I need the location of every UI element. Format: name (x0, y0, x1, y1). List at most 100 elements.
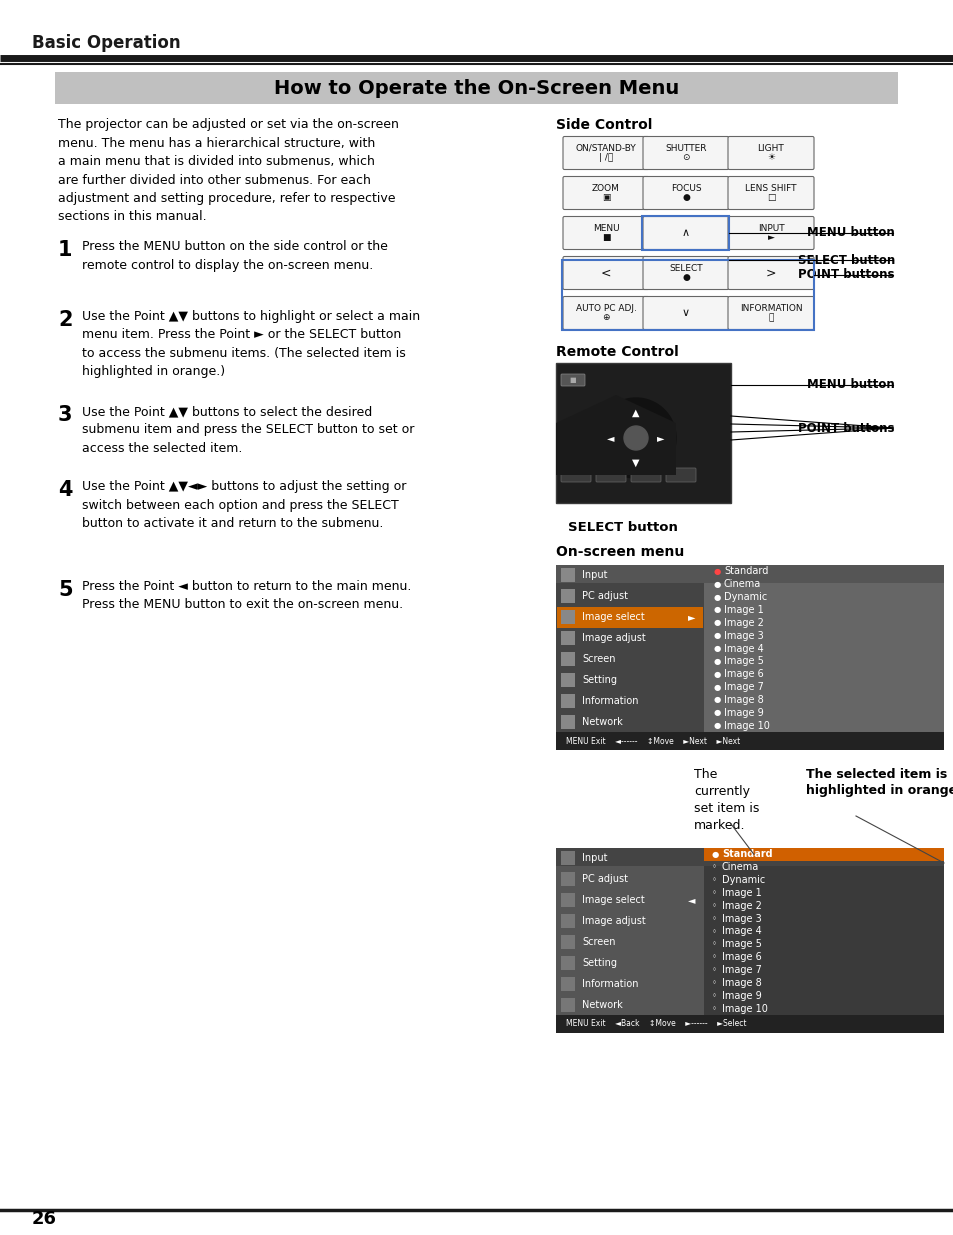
Bar (560, 851, 575, 866)
Text: LENS SHIFT
□: LENS SHIFT □ (744, 184, 796, 203)
Text: ON/STAND-BY
| /⏻: ON/STAND-BY | /⏻ (575, 143, 636, 162)
Text: ◦: ◦ (711, 902, 717, 910)
Text: Image 10: Image 10 (721, 1004, 767, 1014)
FancyBboxPatch shape (596, 468, 625, 482)
Text: ■: ■ (569, 377, 576, 383)
Bar (55, 72, 897, 104)
Bar (556, 564, 943, 750)
Bar (560, 998, 575, 1011)
Text: Image 4: Image 4 (721, 926, 760, 936)
Text: Input: Input (581, 853, 607, 863)
FancyBboxPatch shape (727, 177, 813, 210)
Bar (560, 652, 575, 666)
Text: Cinema: Cinema (721, 862, 759, 872)
Text: Press the Point ◄ button to return to the main menu.
Press the MENU button to ex: Press the Point ◄ button to return to th… (82, 580, 411, 611)
Text: Image 1: Image 1 (723, 605, 763, 615)
Text: MENU
■: MENU ■ (592, 224, 618, 242)
Text: <: < (600, 267, 611, 279)
FancyBboxPatch shape (727, 216, 813, 249)
Text: Image 10: Image 10 (723, 720, 769, 731)
Text: On-screen menu: On-screen menu (556, 545, 683, 559)
Text: MENU button: MENU button (806, 226, 894, 240)
FancyBboxPatch shape (642, 137, 728, 169)
Text: ▼: ▼ (632, 458, 639, 468)
FancyBboxPatch shape (642, 257, 728, 289)
FancyBboxPatch shape (562, 257, 648, 289)
Bar (560, 872, 575, 887)
Text: ●: ● (711, 850, 719, 858)
Bar (556, 848, 943, 1032)
Text: Standard: Standard (723, 567, 767, 577)
Text: Image 2: Image 2 (723, 618, 763, 627)
Text: ZOOM
▣: ZOOM ▣ (592, 184, 619, 203)
Text: ●: ● (713, 708, 720, 718)
Text: The selected item is
highlighted in orange.: The selected item is highlighted in oran… (805, 768, 953, 797)
Text: MENU button: MENU button (806, 378, 894, 391)
Text: POINT buttons: POINT buttons (798, 268, 894, 282)
Text: SELECT button: SELECT button (567, 521, 678, 534)
Text: Cinema: Cinema (723, 579, 760, 589)
Text: Image 8: Image 8 (721, 978, 760, 988)
Text: Screen: Screen (581, 937, 615, 947)
Text: INPUT
►: INPUT ► (757, 224, 783, 242)
Text: PC adjust: PC adjust (581, 592, 627, 601)
Bar (560, 956, 575, 969)
Text: ◦: ◦ (711, 978, 717, 988)
Bar (560, 589, 575, 604)
FancyBboxPatch shape (560, 468, 590, 482)
Text: Use the Point ▲▼ buttons to highlight or select a main
menu item. Press the Poin: Use the Point ▲▼ buttons to highlight or… (82, 310, 419, 378)
Circle shape (596, 398, 676, 478)
Text: ∧: ∧ (681, 228, 689, 238)
Text: PC adjust: PC adjust (581, 874, 627, 884)
Polygon shape (556, 395, 676, 475)
Text: ◦: ◦ (711, 940, 717, 948)
Text: Image 7: Image 7 (723, 682, 763, 692)
FancyBboxPatch shape (562, 177, 648, 210)
Text: ●: ● (713, 619, 720, 627)
Text: Image 3: Image 3 (721, 914, 760, 924)
Text: AUTO PC ADJ.
⊕: AUTO PC ADJ. ⊕ (575, 304, 636, 322)
Text: The projector can be adjusted or set via the on-screen
menu. The menu has a hier: The projector can be adjusted or set via… (58, 119, 398, 224)
Text: Basic Operation: Basic Operation (32, 35, 180, 52)
Bar (557, 606, 702, 627)
FancyBboxPatch shape (665, 468, 696, 482)
Bar (560, 893, 575, 908)
Text: Image 7: Image 7 (721, 965, 761, 976)
Text: Image 4: Image 4 (723, 643, 763, 653)
FancyBboxPatch shape (630, 468, 660, 482)
FancyBboxPatch shape (642, 177, 728, 210)
Text: >: > (765, 267, 776, 279)
Text: Setting: Setting (581, 958, 617, 968)
Text: ◦: ◦ (711, 927, 717, 936)
Text: ●: ● (713, 721, 720, 730)
Text: Image 1: Image 1 (721, 888, 760, 898)
Text: LIGHT
☀: LIGHT ☀ (757, 143, 783, 162)
Text: How to Operate the On-Screen Menu: How to Operate the On-Screen Menu (274, 79, 679, 98)
Text: 5: 5 (58, 580, 72, 600)
Bar (560, 977, 575, 990)
Text: ●: ● (713, 657, 720, 666)
Text: ◄: ◄ (607, 433, 614, 443)
Text: ◦: ◦ (711, 992, 717, 1000)
Text: POINT buttons: POINT buttons (798, 421, 894, 435)
Bar (703, 848, 943, 861)
Text: ◦: ◦ (711, 1004, 717, 1013)
Text: 3: 3 (58, 405, 72, 425)
Text: Image 6: Image 6 (723, 669, 763, 679)
Bar (703, 866, 943, 1032)
Bar (556, 583, 703, 750)
Text: Image select: Image select (581, 895, 644, 905)
Text: Side Control: Side Control (556, 119, 652, 132)
Text: Image 6: Image 6 (721, 952, 760, 962)
Bar (556, 866, 703, 1032)
Text: MENU Exit    ◄Back    ↕Move    ►------    ►Select: MENU Exit ◄Back ↕Move ►------ ►Select (565, 1020, 745, 1029)
Text: ●: ● (713, 567, 720, 576)
Bar (556, 732, 943, 750)
Text: Image 9: Image 9 (721, 990, 760, 1000)
Text: ●: ● (713, 643, 720, 653)
Text: Image adjust: Image adjust (581, 634, 645, 643)
Text: MENU Exit    ◄------    ↕Move    ►Next    ►Next: MENU Exit ◄------ ↕Move ►Next ►Next (565, 736, 740, 746)
Bar (703, 583, 943, 750)
Text: 4: 4 (58, 480, 72, 500)
Text: 26: 26 (32, 1210, 57, 1228)
